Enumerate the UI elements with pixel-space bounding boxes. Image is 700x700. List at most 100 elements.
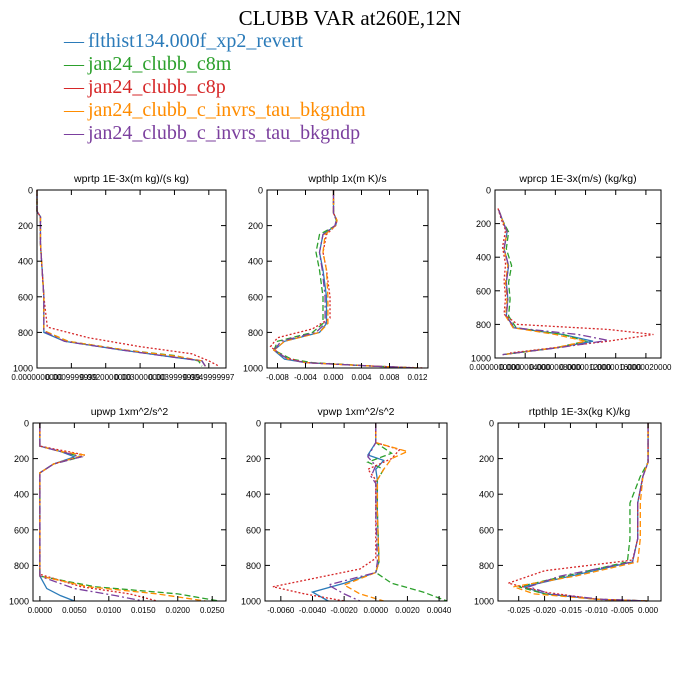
y-tick-label: 1000 — [9, 597, 29, 607]
y-tick-label: 0 — [256, 419, 261, 429]
x-tick-label: 0.0000 — [364, 606, 389, 615]
x-tick-label: 0.0039999999 — [149, 373, 201, 382]
y-tick-label: 200 — [18, 221, 33, 231]
x-tick-label: 0.012 — [407, 373, 428, 382]
legend-line-swatch: — — [64, 53, 84, 75]
y-tick-label: 600 — [476, 286, 491, 296]
x-tick-label: 0.0009999999 — [46, 373, 98, 382]
x-tick-label: 0.0000 — [28, 606, 53, 615]
legend-label: flthist134.000f_xp2_revert — [88, 30, 303, 52]
x-tick-label: 0.0200 — [166, 606, 191, 615]
legend-label: jan24_clubb_c8m — [88, 53, 232, 75]
legend-label: jan24_clubb_c8p — [88, 76, 226, 98]
y-tick-label: 1000 — [471, 354, 491, 364]
series-line-1 — [521, 423, 649, 602]
series-line-4 — [498, 209, 586, 356]
series-line-1 — [498, 209, 594, 356]
legend-line-swatch: — — [64, 99, 84, 121]
y-tick-label: 0 — [258, 186, 263, 196]
chart-panel: rtpthlp 1E-3x(kg K)/kg 0 200 400 600 800 1000 -… — [474, 406, 662, 615]
x-tick-label: 0.0040 — [427, 606, 452, 615]
y-tick-label: 800 — [14, 561, 29, 571]
y-tick-label: 200 — [248, 221, 263, 231]
x-tick-label: -0.015 — [559, 606, 582, 615]
series-line-5 — [39, 423, 144, 602]
x-tick-label: 0.0020000000 — [80, 373, 132, 382]
y-tick-label: 1000 — [243, 364, 263, 374]
series-line-2 — [498, 209, 589, 356]
panel-title: wprcp 1E-3x(m/s) (kg/kg) — [518, 173, 636, 185]
series-line-2 — [518, 423, 649, 602]
series-line-5 — [527, 423, 649, 602]
y-tick-label: 400 — [14, 490, 29, 500]
legend-line-swatch: — — [64, 76, 84, 98]
series-line-5 — [273, 190, 418, 369]
panel-title: wpthlp 1x(m K)/s — [307, 173, 386, 185]
x-tick-label: 0.0250 — [200, 606, 225, 615]
series-line-2 — [39, 423, 220, 602]
legend-entry: — jan24_clubb_c_invrs_tau_bkgndp — [64, 122, 366, 145]
panel-title: upwp 1xm^2/s^2 — [91, 406, 169, 418]
series-line-3 — [497, 208, 654, 354]
x-tick-label: 0.0030000000 — [115, 373, 167, 382]
x-tick-label: 0.0000016000 — [590, 363, 642, 372]
y-tick-label: 400 — [476, 253, 491, 263]
y-tick-label: 600 — [246, 525, 261, 535]
chart-panel: wprtp 1E-3x(m kg)/(s kg) 0 200 400 600 800 100… — [11, 173, 235, 382]
series-line-4 — [36, 190, 206, 367]
x-tick-label: 0.0049999997 — [183, 373, 235, 382]
series-line-1 — [36, 190, 206, 367]
x-tick-label: 0.0100 — [97, 606, 122, 615]
series-line-4 — [513, 423, 649, 602]
x-tick-label: -0.005 — [611, 606, 634, 615]
x-tick-label: 0.0000000000 — [11, 373, 63, 382]
x-tick-label: 0.008 — [379, 373, 400, 382]
panel-title: rtpthlp 1E-3x(kg K)/kg — [529, 406, 631, 418]
x-tick-label: -0.0040 — [299, 606, 327, 615]
legend-entry: — jan24_clubb_c8p — [64, 76, 366, 99]
x-tick-label: -0.0060 — [267, 606, 295, 615]
legend: — flthist134.000f_xp2_revert — jan24_clubb… — [64, 30, 366, 145]
x-tick-label: -0.025 — [507, 606, 530, 615]
x-tick-label: 0.000 — [323, 373, 344, 382]
x-tick-label: -0.008 — [266, 373, 289, 382]
y-tick-label: 800 — [18, 328, 33, 338]
y-tick-label: 400 — [18, 257, 33, 267]
x-tick-label: 0.0020 — [395, 606, 420, 615]
series-line-3 — [39, 423, 158, 602]
x-tick-label: 0.000 — [638, 606, 659, 615]
series-line-5 — [498, 209, 609, 356]
series-line-3 — [36, 190, 220, 367]
y-tick-label: 400 — [248, 257, 263, 267]
y-tick-label: 600 — [248, 292, 263, 302]
series-line-1 — [39, 423, 77, 602]
x-tick-label: 0.004 — [351, 373, 372, 382]
x-tick-label: 0.0000008000 — [530, 363, 582, 372]
plot-frame — [36, 189, 227, 369]
y-tick-label: 0 — [24, 419, 29, 429]
x-tick-label: 0.0000004000 — [500, 363, 552, 372]
x-tick-label: 0.0000020000 — [620, 363, 672, 372]
series-line-2 — [366, 423, 448, 602]
x-tick-label: -0.004 — [294, 373, 317, 382]
y-tick-label: 200 — [476, 219, 491, 229]
y-tick-label: 800 — [248, 328, 263, 338]
chart-panel: wprcp 1E-3x(m/s) (kg/kg) 0 200 400 600 800 100… — [469, 173, 672, 372]
y-tick-label: 200 — [246, 454, 261, 464]
series-line-3 — [506, 423, 649, 602]
series-line-3 — [272, 423, 401, 602]
x-tick-label: 0.0050 — [62, 606, 87, 615]
plot-frame — [32, 422, 227, 602]
x-tick-label: 0.0150 — [131, 606, 156, 615]
page-title: CLUBB VAR at260E,12N — [238, 6, 462, 30]
legend-entry: — jan24_clubb_c8m — [64, 53, 366, 76]
legend-line-swatch: — — [64, 30, 84, 52]
chart-panel: wpthlp 1x(m K)/s 0 200 400 600 800 1000-0.008-… — [243, 173, 429, 382]
x-tick-label: -0.010 — [585, 606, 608, 615]
x-tick-label: 0.0000012000 — [560, 363, 612, 372]
plot-frame — [494, 189, 662, 359]
plot-frame — [264, 422, 448, 602]
legend-entry: — jan24_clubb_c_invrs_tau_bkgndm — [64, 99, 366, 122]
y-tick-label: 0 — [486, 186, 491, 196]
